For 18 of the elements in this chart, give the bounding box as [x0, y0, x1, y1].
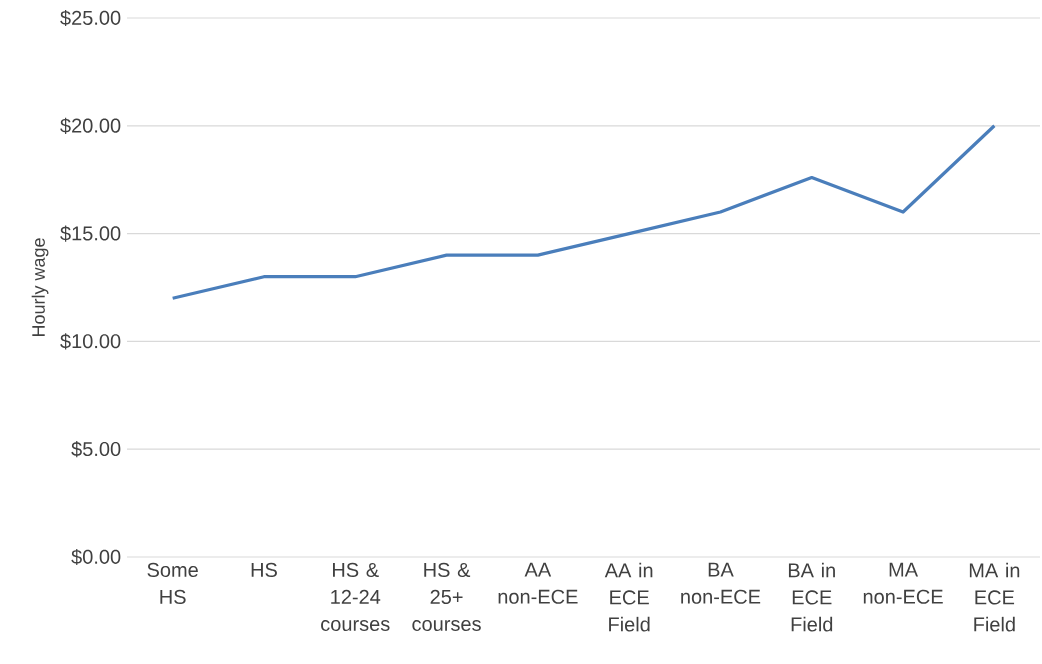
y-axis-title: Hourly wage: [31, 238, 49, 337]
x-tick-label: AA non-ECE: [498, 562, 578, 604]
y-tick-label: $25.00: [60, 9, 121, 27]
line-series: [171, 124, 996, 300]
y-tick-label: $15.00: [60, 225, 121, 242]
x-tick-label: BA in ECE Field: [788, 562, 835, 632]
y-tick-label: $5.00: [71, 441, 121, 458]
x-tick-label: BA non-ECE: [681, 562, 761, 604]
x-tick-label: HS & 25+ courses: [412, 562, 481, 632]
x-tick-label: HS: [251, 562, 277, 578]
y-tick-label: $0.00: [71, 548, 121, 566]
x-tick-label: Some HS: [147, 562, 198, 605]
y-tick-label: $10.00: [60, 333, 121, 350]
x-tick-label: HS & 12-24 courses: [321, 562, 390, 632]
x-tick-label: MA non-ECE: [863, 562, 943, 604]
x-tick-label: AA in ECE Field: [604, 562, 653, 632]
y-tick-label: $20.00: [60, 117, 121, 134]
x-tick-label: MA in ECE Field: [969, 562, 1020, 632]
